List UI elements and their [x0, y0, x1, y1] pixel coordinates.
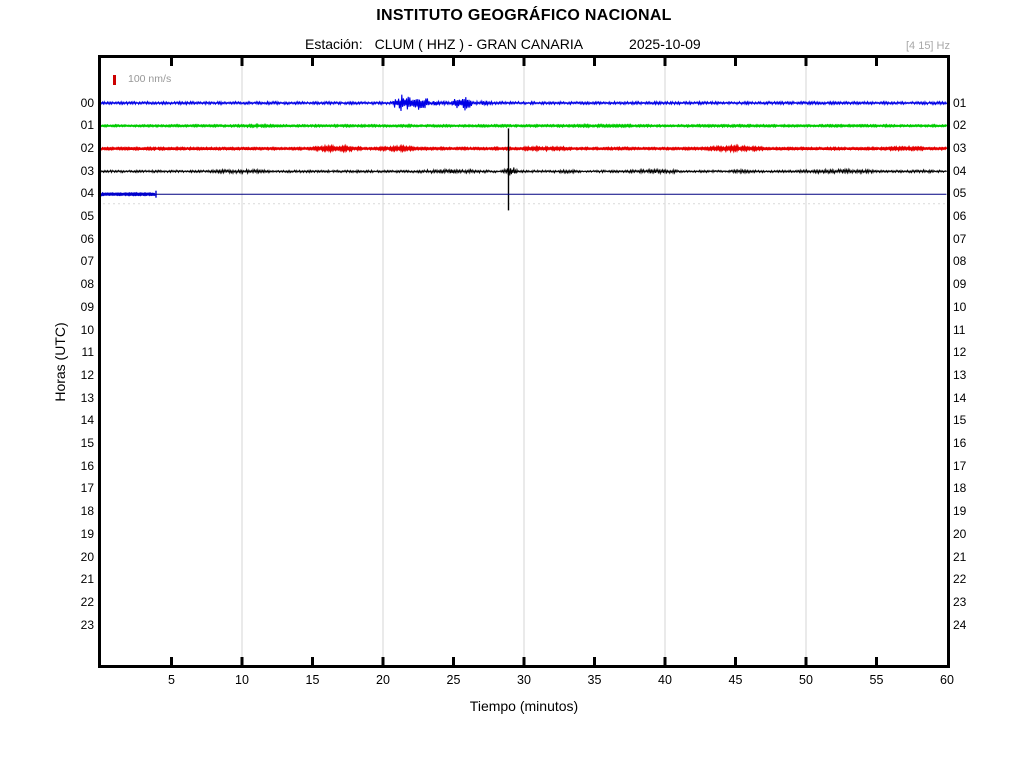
hour-label-right-08: 08 — [953, 254, 967, 269]
hour-label-left-20: 20 — [80, 549, 94, 564]
x-axis-title: Tiempo (minutos) — [469, 698, 579, 714]
hour-label-left-03: 03 — [80, 163, 94, 178]
hour-label-left-17: 17 — [80, 481, 94, 496]
hour-label-left-18: 18 — [80, 504, 94, 519]
hour-label-left-05: 05 — [80, 209, 94, 223]
hour-label-left-14: 14 — [80, 413, 94, 428]
hour-label-right-13: 13 — [953, 367, 967, 382]
station-value: CLUM ( HHZ ) - GRAN CANARIA — [374, 36, 584, 52]
hour-label-left-09: 09 — [80, 299, 94, 314]
station-label: Estación: — [305, 36, 363, 52]
hour-label-left-16: 16 — [80, 458, 94, 473]
filter-band-label: [4 15] Hz — [905, 40, 950, 52]
page-title: INSTITUTO GEOGRÁFICO NACIONAL — [376, 7, 672, 24]
hour-label-left-01: 01 — [80, 118, 94, 133]
hour-label-right-16: 16 — [953, 436, 967, 450]
hour-label-right-04: 04 — [953, 163, 967, 178]
x-tick-label-10: 10 — [235, 673, 249, 687]
x-tick-label-55: 55 — [869, 673, 884, 687]
hour-label-right-18: 18 — [953, 481, 967, 496]
hour-label-right-22: 22 — [953, 572, 967, 587]
hour-label-right-03: 03 — [953, 140, 967, 155]
scale-label: 100 nm/s — [128, 73, 172, 85]
hour-label-right-01: 01 — [953, 95, 967, 110]
scale-bar-icon — [113, 75, 116, 85]
station-subtitle: Estación: CLUM ( HHZ ) - GRAN CANARIA 2025… — [305, 36, 701, 52]
hour-label-left-10: 10 — [80, 322, 94, 337]
trace-hour-02-2 — [101, 143, 947, 154]
plot-area: 100 nm/s — [98, 55, 950, 668]
hour-label-right-07: 07 — [953, 231, 967, 246]
hour-label-left-13: 13 — [80, 390, 94, 405]
hour-label-right-06: 06 — [953, 209, 967, 223]
hour-label-right-19: 19 — [953, 504, 967, 519]
hour-label-left-07: 07 — [80, 254, 94, 269]
trace-hour-01-1 — [101, 122, 947, 129]
hour-label-left-06: 06 — [80, 231, 94, 246]
hour-label-left-12: 12 — [80, 367, 94, 382]
hour-label-right-11: 11 — [953, 322, 966, 337]
hour-label-right-24: 24 — [953, 617, 967, 632]
hour-label-left-23: 23 — [80, 617, 94, 632]
hour-label-right-23: 23 — [953, 594, 967, 609]
hour-label-left-22: 22 — [80, 594, 94, 609]
x-tick-label-5: 5 — [168, 673, 175, 687]
x-tick-label-40: 40 — [658, 673, 672, 687]
x-tick-label-35: 35 — [587, 673, 602, 687]
hour-label-right-10: 10 — [953, 299, 967, 314]
x-tick-label-20: 20 — [376, 673, 390, 687]
hour-label-right-09: 09 — [953, 277, 967, 292]
hour-label-left-15: 15 — [80, 436, 94, 450]
x-tick-label-15: 15 — [305, 673, 320, 687]
hour-label-left-08: 08 — [80, 277, 94, 292]
x-tick-label-60: 60 — [940, 673, 954, 687]
hour-label-right-14: 14 — [953, 390, 967, 405]
hour-label-right-12: 12 — [953, 345, 967, 360]
trace-hour-04-4 — [101, 191, 157, 197]
seismogram-traces — [101, 58, 947, 665]
x-tick-label-25: 25 — [446, 673, 461, 687]
x-tick-label-30: 30 — [517, 673, 531, 687]
hour-label-right-02: 02 — [953, 118, 967, 133]
hour-label-right-05: 05 — [953, 186, 967, 201]
x-tick-label-50: 50 — [799, 673, 813, 687]
hour-label-right-15: 15 — [953, 413, 967, 428]
hour-label-left-00: 00 — [80, 95, 94, 110]
trace-hour-00-0 — [101, 94, 947, 112]
hour-label-right-21: 21 — [953, 549, 967, 564]
hour-label-right-20: 20 — [953, 526, 967, 541]
hour-label-right-17: 17 — [953, 458, 967, 473]
hour-label-left-11: 11 — [81, 345, 94, 360]
hour-label-left-04: 04 — [80, 186, 94, 201]
trace-hour-03-3 — [101, 167, 947, 176]
hour-label-left-21: 21 — [80, 572, 94, 587]
date-value: 2025-10-09 — [629, 36, 701, 52]
hour-label-left-02: 02 — [80, 140, 94, 155]
hour-label-left-19: 19 — [80, 526, 94, 541]
x-tick-label-45: 45 — [728, 673, 743, 687]
